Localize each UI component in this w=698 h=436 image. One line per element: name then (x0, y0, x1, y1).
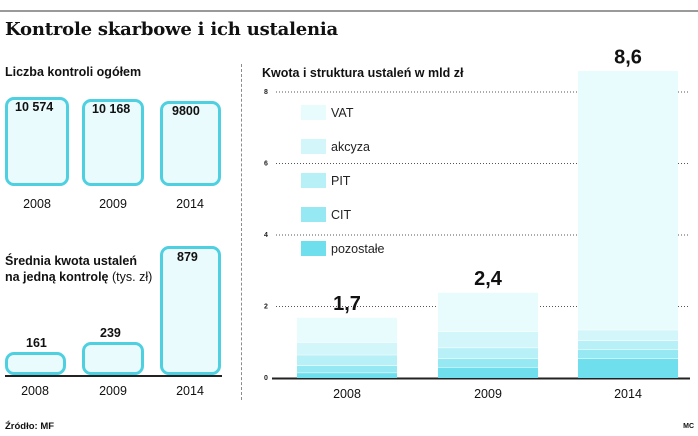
chart-labels: 1,7 2008 2,4 2009 8,6 2014 (333, 47, 642, 401)
kontrole-box-2009 (82, 99, 144, 186)
bar-segment-2008-pozostałe (297, 372, 397, 378)
bar-segment-2014-VAT (578, 70, 678, 330)
kontrole-year-2014: 2014 (176, 197, 204, 211)
legend-swatch-akcyza (301, 139, 326, 154)
legend-label-PIT: PIT (331, 174, 351, 188)
kontrole-value-2008: 10 574 (15, 100, 54, 114)
legend-swatch-VAT (301, 105, 326, 120)
bar-segment-2008-VAT (297, 317, 397, 343)
bar-segment-2014-akcyza (578, 329, 678, 341)
srednia-value-2014: 879 (177, 250, 198, 264)
bar-segment-2009-pozostałe (438, 367, 538, 378)
srednia-year-2009: 2009 (99, 384, 127, 398)
bar-segment-2009-PIT (438, 347, 538, 359)
source-note: Źródło: MF (5, 421, 55, 432)
y-tick-label-4: 4 (264, 232, 268, 239)
srednia-value-2008: 161 (26, 336, 47, 350)
srednia-box-2009 (82, 342, 144, 375)
bar-segment-2009-akcyza (438, 331, 538, 348)
srednia-unit: (tys. zł) (111, 270, 153, 284)
x-tick-label-2014: 2014 (614, 387, 642, 401)
legend-swatch-CIT (301, 207, 326, 222)
bar-segment-2009-CIT (438, 358, 538, 368)
ustalenia-chart-title: Kwota i struktura ustaleń w mld zł (262, 66, 464, 80)
kontrole-box-2008 (5, 97, 69, 186)
total-label-2009: 2,4 (474, 268, 503, 290)
kontrole-value-2009: 10 168 (92, 102, 131, 116)
y-tick-label-2: 2 (264, 304, 268, 311)
srednia-baseline (5, 375, 222, 377)
srednia-year-2014: 2014 (176, 384, 204, 398)
srednia-year-2008: 2008 (21, 384, 49, 398)
legend-label-pozostałe: pozostałe (331, 242, 385, 256)
srednia-box-2014 (160, 246, 221, 375)
total-label-2008: 1,7 (333, 293, 361, 315)
kontrole-box-2014 (160, 101, 221, 186)
bar-segment-2014-PIT (578, 340, 678, 350)
legend-swatch-pozostałe (301, 241, 326, 256)
total-label-2014: 8,6 (614, 47, 642, 69)
bar-segment-2008-akcyza (297, 342, 397, 355)
bar-segment-2009-VAT (438, 292, 538, 332)
legend-label-CIT: CIT (331, 208, 352, 222)
kontrole-year-2009: 2009 (99, 197, 127, 211)
srednia-title: Średnia kwota ustaleń na jedną kontrolę … (5, 253, 155, 285)
srednia-value-2009: 239 (100, 326, 121, 340)
chart-bars (297, 70, 678, 378)
bar-segment-2014-CIT (578, 349, 678, 359)
bar-segment-2008-CIT (297, 365, 397, 373)
legend-label-VAT: VAT (331, 106, 354, 120)
section-divider (241, 64, 242, 400)
bar-segment-2014-pozostałe (578, 358, 678, 378)
bar-segment-2008-PIT (297, 354, 397, 366)
x-tick-label-2008: 2008 (333, 387, 361, 401)
chart-legend: VAT akcyza PIT CIT pozostałe (301, 105, 385, 256)
legend-swatch-PIT (301, 173, 326, 188)
y-tick-label-6: 6 (264, 161, 268, 168)
page-title: Kontrole skarbowe i ich ustalenia (5, 19, 338, 40)
x-tick-label-2009: 2009 (474, 387, 502, 401)
kontrole-year-2008: 2008 (23, 197, 51, 211)
author-credit: MC (683, 423, 694, 430)
y-tick-label-0: 0 (264, 375, 268, 382)
y-tick-label-8: 8 (264, 89, 268, 96)
kontrole-subtitle: Liczba kontroli ogółem (5, 65, 142, 79)
top-rule (0, 10, 698, 12)
srednia-box-2008 (5, 352, 66, 375)
srednia-title-text: Średnia kwota ustaleń na jedną kontrolę (5, 254, 137, 284)
kontrole-value-2014: 9800 (172, 104, 200, 118)
legend-label-akcyza: akcyza (331, 140, 370, 154)
